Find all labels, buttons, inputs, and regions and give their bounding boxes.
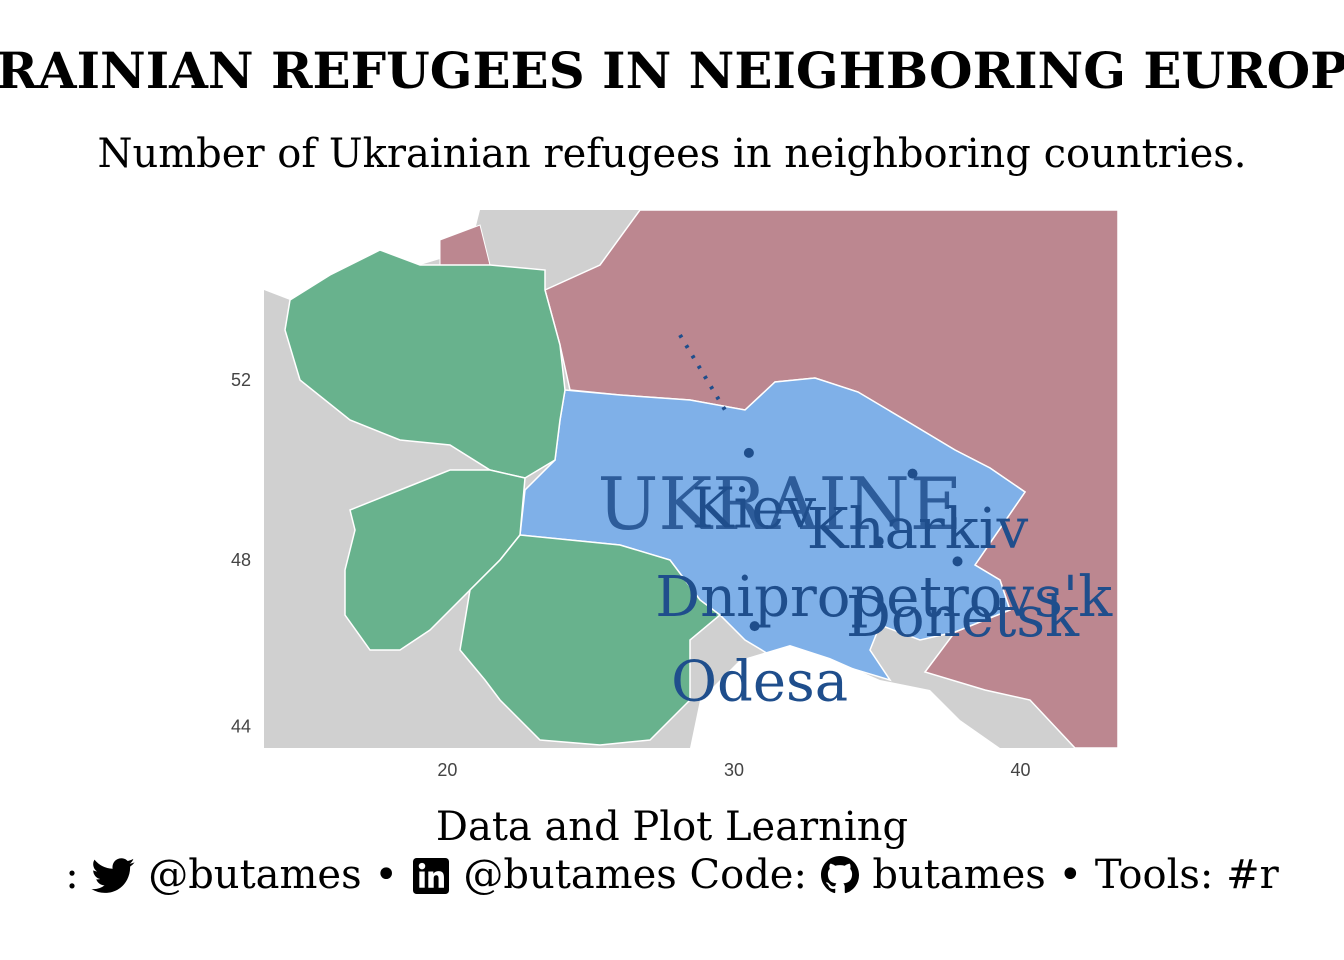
city-point — [743, 447, 754, 458]
chart-title: RAINIAN REFUGEES IN NEIGHBORING EUROP — [0, 41, 1344, 100]
github-icon — [820, 856, 859, 894]
credit-text: @butames • — [148, 852, 398, 898]
black-sea — [690, 645, 1000, 748]
x-tick-label: 20 — [437, 760, 457, 780]
y-tick-label: 44 — [231, 717, 251, 737]
x-tick-label: 40 — [1011, 760, 1031, 780]
sea — [264, 210, 480, 300]
city-point — [907, 468, 918, 479]
city-point — [749, 621, 760, 632]
city-point — [952, 556, 963, 567]
y-tick-label: 52 — [231, 370, 251, 390]
city-label: Kharkiv — [807, 497, 1029, 562]
city-label: Donetsk — [846, 585, 1080, 650]
map — [264, 209, 1119, 749]
x-tick-label: 30 — [724, 760, 744, 780]
caption: Data and Plot Learning — [436, 804, 908, 850]
credits: : @butames • @butames Code: butames • To… — [0, 852, 1344, 898]
city-label: Odesa — [671, 650, 848, 715]
leader-line — [678, 333, 727, 412]
city-label: Dnipropetrovs'k — [655, 565, 1113, 630]
linkedin-icon — [412, 858, 449, 894]
credit-text: @butames Code: — [463, 852, 807, 898]
country-poland — [284, 249, 566, 479]
twitter-icon — [91, 858, 136, 893]
y-tick-label: 48 — [231, 550, 251, 570]
city-point — [873, 536, 884, 547]
chart-subtitle: Number of Ukrainian refugees in neighbor… — [97, 131, 1246, 177]
credit-text: : — [65, 852, 79, 898]
city-label: Kiev — [692, 476, 817, 541]
credit-text: butames • Tools: #r — [872, 852, 1279, 898]
country-romania — [459, 534, 722, 746]
region-label: UKRAINEPOLAND1,040,00032,435RUSSIA1,275,… — [598, 462, 963, 546]
